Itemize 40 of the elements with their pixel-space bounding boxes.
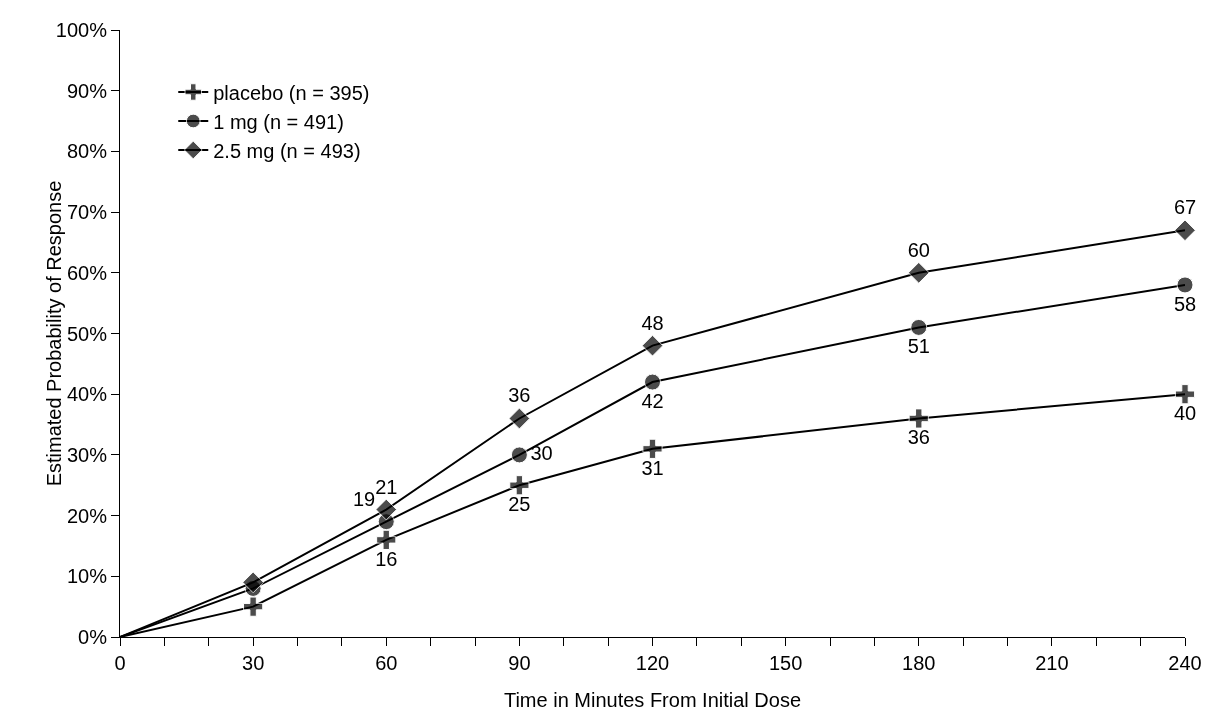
data-label: 48	[641, 311, 664, 334]
data-label: 40	[1173, 402, 1197, 425]
data-label: 67	[1173, 196, 1197, 219]
data-label: 60	[907, 238, 930, 261]
x-tick-label: 0	[114, 652, 126, 674]
y-tick-label: 100%	[55, 19, 108, 41]
y-tick-label: 10%	[66, 565, 108, 588]
y-tick-label: 50%	[66, 322, 108, 345]
data-label: 21	[375, 475, 398, 498]
data-label: 19	[353, 487, 376, 510]
x-tick-label: 180	[902, 652, 936, 674]
y-tick-label: 0%	[78, 626, 108, 648]
data-label: 51	[907, 335, 930, 358]
y-tick-label: 70%	[66, 201, 108, 224]
x-tick-label: 240	[1168, 652, 1202, 674]
legend-label: 1 mg (n = 491)	[213, 110, 344, 133]
y-tick-label: 90%	[66, 79, 108, 102]
data-label: 42	[641, 390, 664, 413]
x-axis-title: Time in Minutes From Initial Dose	[503, 689, 802, 711]
y-tick-label: 60%	[66, 261, 108, 284]
x-tick-label: 90	[508, 652, 531, 674]
data-label: 58	[1173, 292, 1197, 315]
data-label: 31	[641, 456, 664, 479]
data-label: 16	[375, 547, 398, 570]
y-tick-label: 30%	[66, 443, 108, 466]
y-axis-title: Estimated Probability of Response	[42, 180, 65, 487]
data-label: 36	[508, 384, 531, 407]
x-tick-label: 150	[768, 652, 803, 674]
legend-label: placebo (n = 395)	[213, 81, 370, 104]
x-tick-label: 210	[1035, 652, 1069, 674]
y-tick-label: 40%	[66, 383, 108, 406]
data-label: 30	[530, 441, 553, 464]
y-tick-label: 80%	[66, 140, 108, 163]
y-tick-label: 20%	[66, 504, 108, 527]
x-tick-label: 60	[375, 652, 398, 674]
x-tick-label: 120	[635, 652, 670, 674]
data-label: 25	[508, 493, 531, 516]
x-tick-label: 30	[242, 652, 265, 674]
data-label: 36	[907, 426, 930, 449]
legend-label: 2.5 mg (n = 493)	[213, 139, 361, 162]
